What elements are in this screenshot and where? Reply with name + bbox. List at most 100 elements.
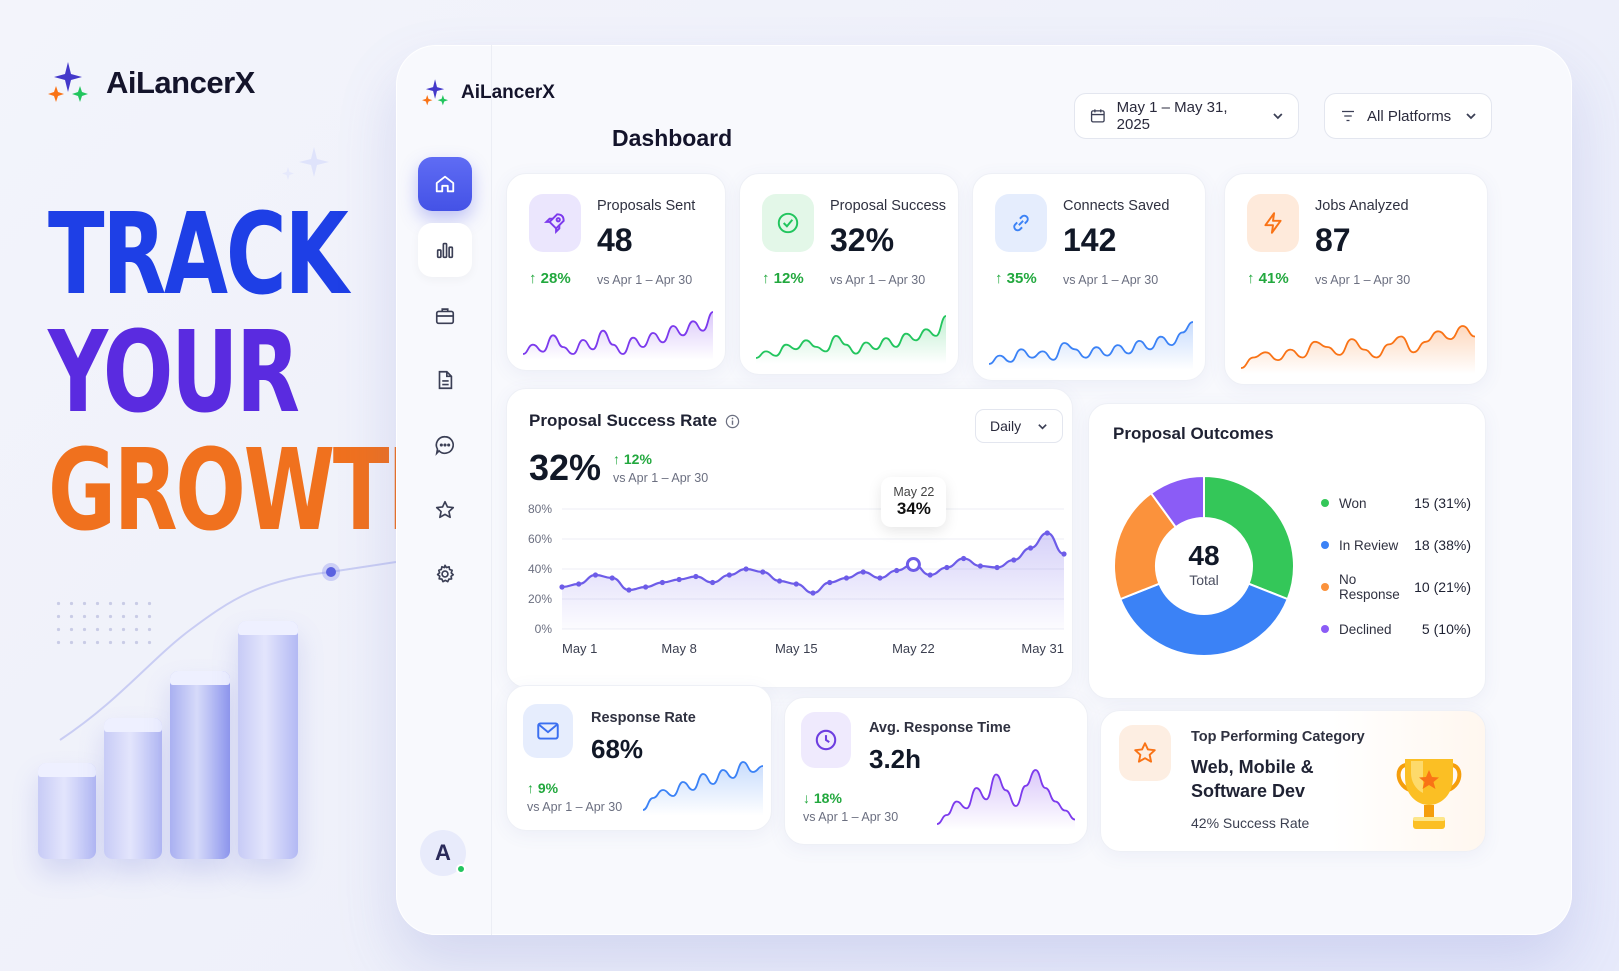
legend-dot	[1321, 541, 1329, 549]
data-point[interactable]	[961, 555, 967, 562]
nav-jobs[interactable]	[418, 289, 472, 343]
platform-filter-select[interactable]: All Platforms	[1324, 93, 1492, 139]
calendar-icon	[1090, 109, 1105, 123]
y-tick-label: 20%	[528, 592, 552, 606]
data-point[interactable]	[626, 587, 632, 593]
avg-response-change: ↓ 18%	[803, 790, 842, 806]
data-point[interactable]	[860, 569, 866, 575]
data-point[interactable]	[843, 575, 850, 581]
success-rate-chart: 80% 60% 40% 20% 0% May 1 May 8 May 15 May 22 May …	[528, 502, 1067, 656]
date-range-value: May 1 – May 31, 2025	[1116, 99, 1228, 133]
kpi-label: Proposals Sent	[597, 198, 696, 214]
date-range-picker[interactable]: May 1 – May 31, 2025	[1074, 93, 1299, 139]
bar-chart-icon	[436, 242, 454, 259]
kpi-value: 32%	[830, 222, 895, 258]
chevron-down-icon	[1273, 113, 1283, 120]
kpi-value: 87	[1315, 222, 1351, 258]
success-rate-change: ↑ 12%	[613, 451, 652, 467]
mail-icon	[537, 722, 559, 740]
nav-documents[interactable]	[418, 353, 472, 407]
data-point[interactable]	[944, 564, 950, 571]
y-tick-label: 40%	[528, 562, 552, 576]
avg-response-value: 3.2h	[869, 744, 922, 774]
response-rate-change: ↑ 9%	[527, 780, 559, 796]
data-point[interactable]	[676, 576, 682, 583]
data-point[interactable]	[810, 590, 816, 596]
highlight-point[interactable]	[905, 557, 921, 572]
outcomes-donut-chart	[1113, 474, 1295, 657]
data-point[interactable]	[1027, 545, 1034, 551]
data-point[interactable]	[1061, 551, 1067, 557]
data-point[interactable]	[592, 572, 599, 578]
sparkline-line	[755, 315, 947, 359]
nav-messages[interactable]	[418, 418, 472, 472]
data-point[interactable]	[726, 572, 732, 578]
clock-icon-box	[801, 712, 851, 768]
nav-home[interactable]	[418, 157, 472, 211]
kpi-change-value: 41%	[1258, 270, 1289, 287]
bar-decoration-1	[38, 763, 96, 859]
donut-slice-no-response[interactable]	[1113, 491, 1178, 601]
nav-analytics[interactable]	[418, 223, 472, 277]
success-rate-period: vs Apr 1 – Apr 30	[613, 471, 709, 485]
sparkline-line	[522, 311, 714, 355]
donut-center: 48 Total	[1151, 540, 1257, 588]
outcomes-legend: Won 15 (31%) In Review 18 (38%) No Respo…	[1321, 482, 1471, 650]
success-rate-title: Proposal Success Rate	[529, 411, 718, 430]
data-point[interactable]	[927, 572, 933, 578]
top-category-card: Top Performing Category Web, Mobile & So…	[1100, 710, 1486, 852]
kpi-value: 142	[1063, 222, 1117, 258]
data-point[interactable]	[559, 584, 565, 590]
legend-label: In Review	[1339, 537, 1399, 553]
data-point[interactable]	[776, 578, 783, 584]
avg-response-period: vs Apr 1 – Apr 30	[803, 810, 899, 824]
chat-icon	[435, 435, 454, 456]
kpi-period: vs Apr 1 – Apr 30	[1315, 273, 1411, 287]
bar-decoration-3	[170, 671, 230, 859]
avatar-initial: A	[435, 840, 451, 865]
data-point[interactable]	[693, 573, 699, 580]
success-rate-header: Proposal Success Rate	[529, 411, 740, 431]
data-point[interactable]	[743, 566, 749, 572]
legend-item: No Response 10 (21%)	[1321, 566, 1471, 608]
x-tick-label: May 1	[562, 641, 597, 656]
nav-settings[interactable]	[418, 547, 472, 601]
kpi-sparkline	[522, 311, 714, 360]
legend-pct: (21%)	[1433, 579, 1471, 595]
data-point[interactable]	[609, 575, 615, 581]
granularity-select[interactable]: Daily	[975, 409, 1063, 443]
data-point[interactable]	[977, 563, 983, 569]
donut-slice-won[interactable]	[1203, 474, 1295, 601]
data-point[interactable]	[793, 581, 799, 587]
nav-favorites[interactable]	[418, 483, 472, 537]
data-point[interactable]	[877, 575, 883, 581]
data-point[interactable]	[827, 579, 833, 586]
top-category-name: Web, Mobile & Software Dev	[1191, 755, 1314, 803]
data-point[interactable]	[894, 567, 900, 574]
kpi-card: Proposal Success 32% ↑ 12% vs Apr 1 – Ap…	[739, 173, 959, 375]
kpi-icon-box	[995, 194, 1047, 252]
top-category-label: Top Performing Category	[1191, 729, 1365, 745]
star-icon-box	[1119, 725, 1171, 781]
data-point[interactable]	[760, 569, 766, 575]
lightning-icon	[1264, 212, 1282, 234]
data-point[interactable]	[1044, 530, 1050, 536]
data-point[interactable]	[1011, 557, 1017, 563]
x-tick-label: May 31	[1021, 641, 1064, 656]
data-point[interactable]	[659, 579, 665, 586]
user-avatar[interactable]: A	[420, 830, 466, 876]
data-point[interactable]	[994, 564, 1000, 571]
data-point[interactable]	[710, 579, 716, 586]
app-brand-name: AiLancerX	[461, 82, 555, 103]
outcomes-title: Proposal Outcomes	[1113, 424, 1274, 443]
data-point[interactable]	[643, 584, 649, 590]
data-point[interactable]	[576, 581, 582, 587]
x-tick-label: May 22	[892, 641, 935, 656]
donut-slice-in-review[interactable]	[1119, 582, 1289, 657]
legend-count: 18	[1414, 537, 1430, 553]
kpi-change: ↑ 35%	[995, 270, 1037, 287]
top-category-rate: 42% Success Rate	[1191, 815, 1310, 831]
donut-slice-declined[interactable]	[1149, 474, 1205, 529]
info-icon[interactable]	[725, 414, 740, 429]
trophy-icon	[1396, 759, 1462, 829]
